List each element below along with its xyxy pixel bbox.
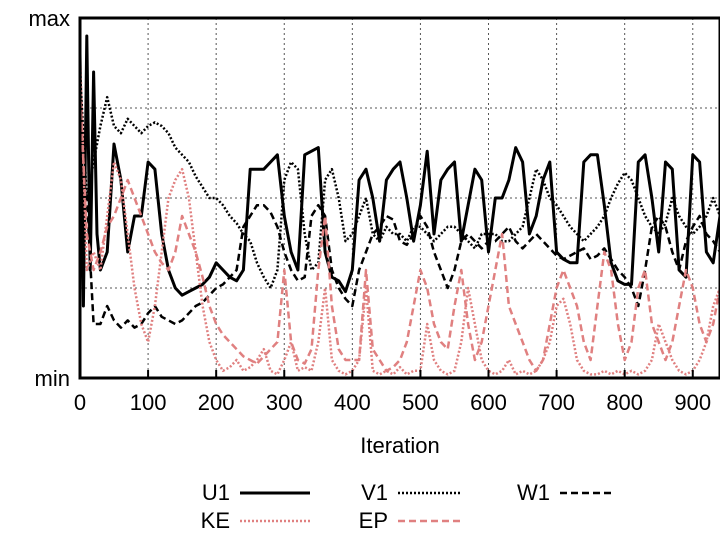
grid bbox=[80, 18, 720, 378]
x-tick-label: 900 bbox=[674, 390, 711, 415]
x-tick-label: 800 bbox=[606, 390, 643, 415]
x-tick-label: 700 bbox=[538, 390, 575, 415]
x-tick-label: 0 bbox=[74, 390, 86, 415]
legend-label-v1: V1 bbox=[361, 480, 388, 505]
legend-label-u1: U1 bbox=[202, 480, 230, 505]
series-line-ke bbox=[78, 53, 720, 376]
x-axis-label: Iteration bbox=[360, 433, 440, 458]
y-tick-label-max: max bbox=[28, 6, 70, 31]
x-tick-label: 100 bbox=[130, 390, 167, 415]
legend-label-w1: W1 bbox=[517, 480, 550, 505]
legend-label-ep: EP bbox=[359, 508, 388, 533]
x-axis-ticks: 0 100 200 300 400 500 600 700 800 900 bbox=[74, 370, 711, 415]
series-line-ep bbox=[78, 89, 720, 373]
series-line-u1 bbox=[78, 34, 720, 308]
plot-frame bbox=[78, 16, 720, 380]
series-line-v1 bbox=[78, 71, 720, 290]
x-tick-label: 400 bbox=[334, 390, 371, 415]
x-tick-label: 500 bbox=[402, 390, 439, 415]
legend: U1 V1 W1 KE EP bbox=[201, 480, 614, 533]
y-tick-label-min: min bbox=[35, 366, 70, 391]
series-layer bbox=[78, 34, 720, 376]
legend-label-ke: KE bbox=[201, 508, 230, 533]
x-tick-label: 200 bbox=[198, 390, 235, 415]
series-line-w1 bbox=[78, 161, 720, 329]
x-tick-label: 300 bbox=[266, 390, 303, 415]
x-tick-label: 600 bbox=[470, 390, 507, 415]
